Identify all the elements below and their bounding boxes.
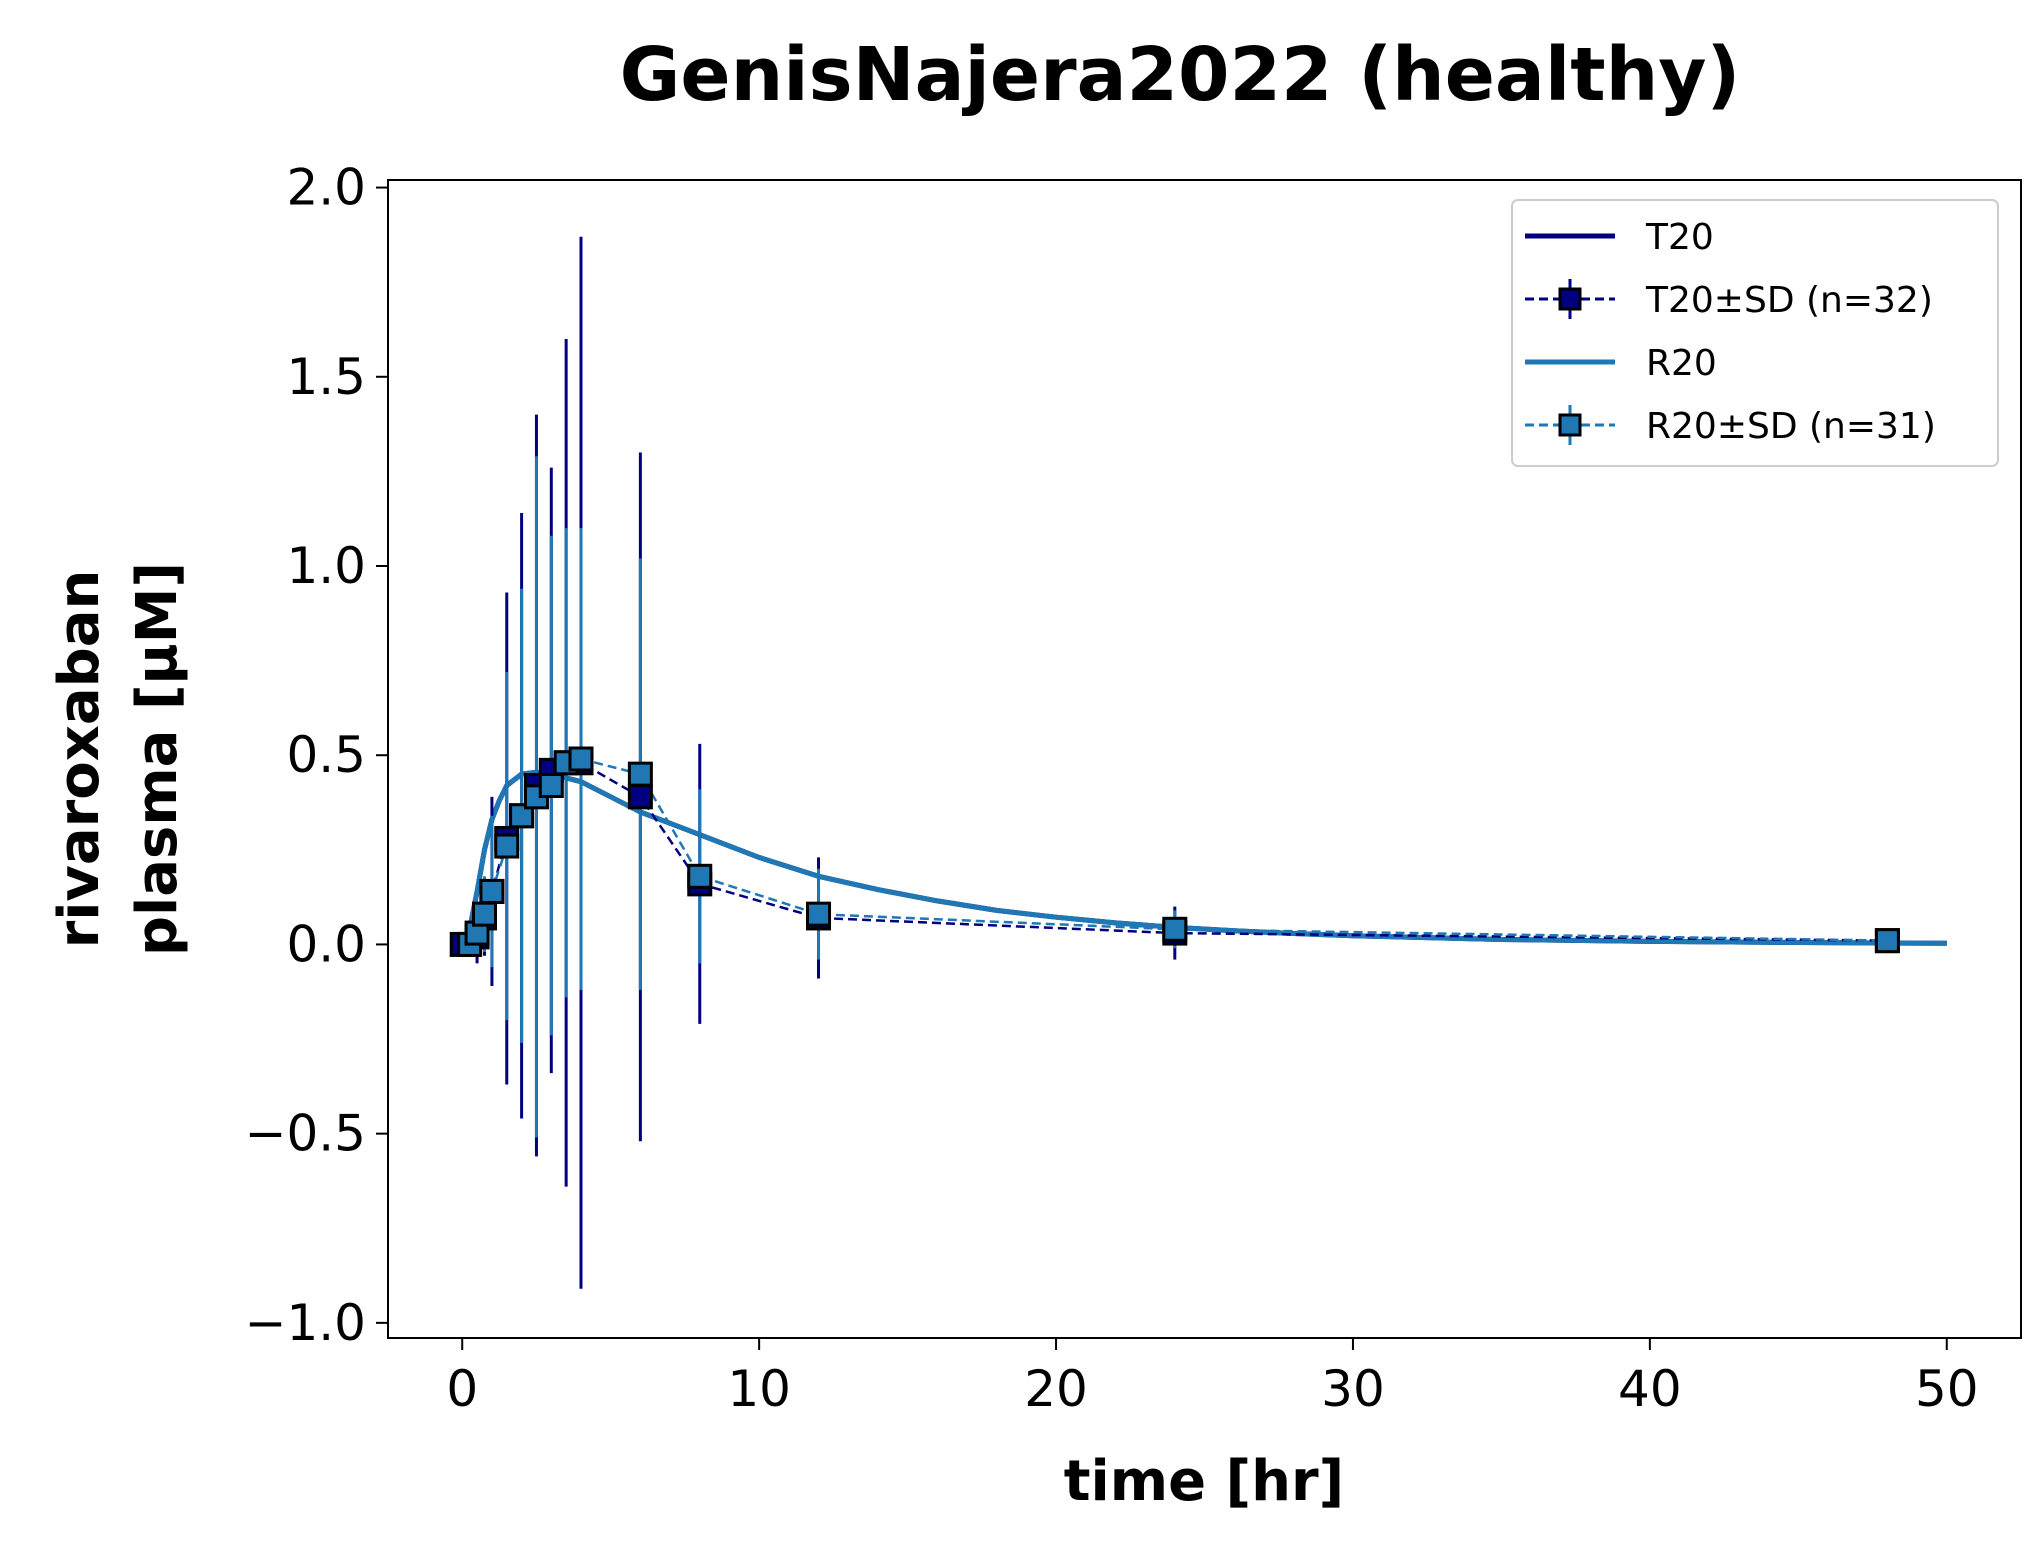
x-axis-label: time [hr] <box>1064 1449 1344 1514</box>
x-tick-label: 0 <box>446 1360 478 1418</box>
data-point-r20 <box>509 803 535 829</box>
data-point-t20 <box>627 784 653 810</box>
x-tick-label: 20 <box>1024 1360 1088 1418</box>
data-point-r20 <box>806 901 832 927</box>
data-point-r20 <box>538 772 564 798</box>
x-tick-label: 10 <box>727 1360 791 1418</box>
data-point-r20 <box>479 878 505 904</box>
legend-r20sd-label: R20±SD (n=31) <box>1646 406 1936 447</box>
series-line-r20 <box>459 769 1947 946</box>
y-tick-label: −1.0 <box>245 1294 366 1352</box>
legend-r20-label: R20 <box>1646 343 1717 384</box>
data-point-r20 <box>1874 928 1900 954</box>
data-point-r20 <box>687 863 713 889</box>
plot-area <box>449 236 1947 1289</box>
legend-r20sd-marker <box>1558 413 1582 437</box>
legend-t20sd-marker <box>1558 287 1582 311</box>
series-line-t20 <box>459 769 1947 946</box>
data-point-r20 <box>494 833 520 859</box>
y-axis-label-line-1: rivaroxaban <box>47 570 112 949</box>
data-point-r20 <box>471 901 497 927</box>
y-tick-label: 1.0 <box>286 537 366 595</box>
legend-t20sd-label: T20±SD (n=32) <box>1645 280 1933 321</box>
x-tick-label: 30 <box>1321 1360 1385 1418</box>
legend-t20-label: T20 <box>1645 217 1714 258</box>
plot-frame <box>387 179 2022 1339</box>
y-tick-label: 0.0 <box>286 915 366 973</box>
y-tick-label: 2.0 <box>286 159 366 217</box>
chart-title: GenisNajera2022 (healthy) <box>620 32 1741 118</box>
legend: T20 T20±SD (n=32) R20 R20±SD (n=31) <box>1511 199 1999 467</box>
data-point-r20 <box>627 761 653 787</box>
data-point-r20 <box>1162 916 1188 942</box>
y-axis: −1.0 −0.5 0.0 0.5 1.0 1.5 2.0 <box>245 159 388 1352</box>
y-tick-label: −0.5 <box>245 1105 366 1163</box>
x-tick-label: 40 <box>1618 1360 1682 1418</box>
x-tick-label: 50 <box>1915 1360 1979 1418</box>
y-axis-label-line-2: plasma [μM] <box>125 562 190 956</box>
y-tick-label: 1.5 <box>286 348 366 406</box>
x-axis: 0 10 20 30 40 50 <box>446 1338 1979 1418</box>
data-line-r20 <box>468 757 1888 946</box>
y-tick-label: 0.5 <box>286 726 366 784</box>
data-point-r20 <box>568 746 594 772</box>
legend-box <box>1511 199 1999 467</box>
